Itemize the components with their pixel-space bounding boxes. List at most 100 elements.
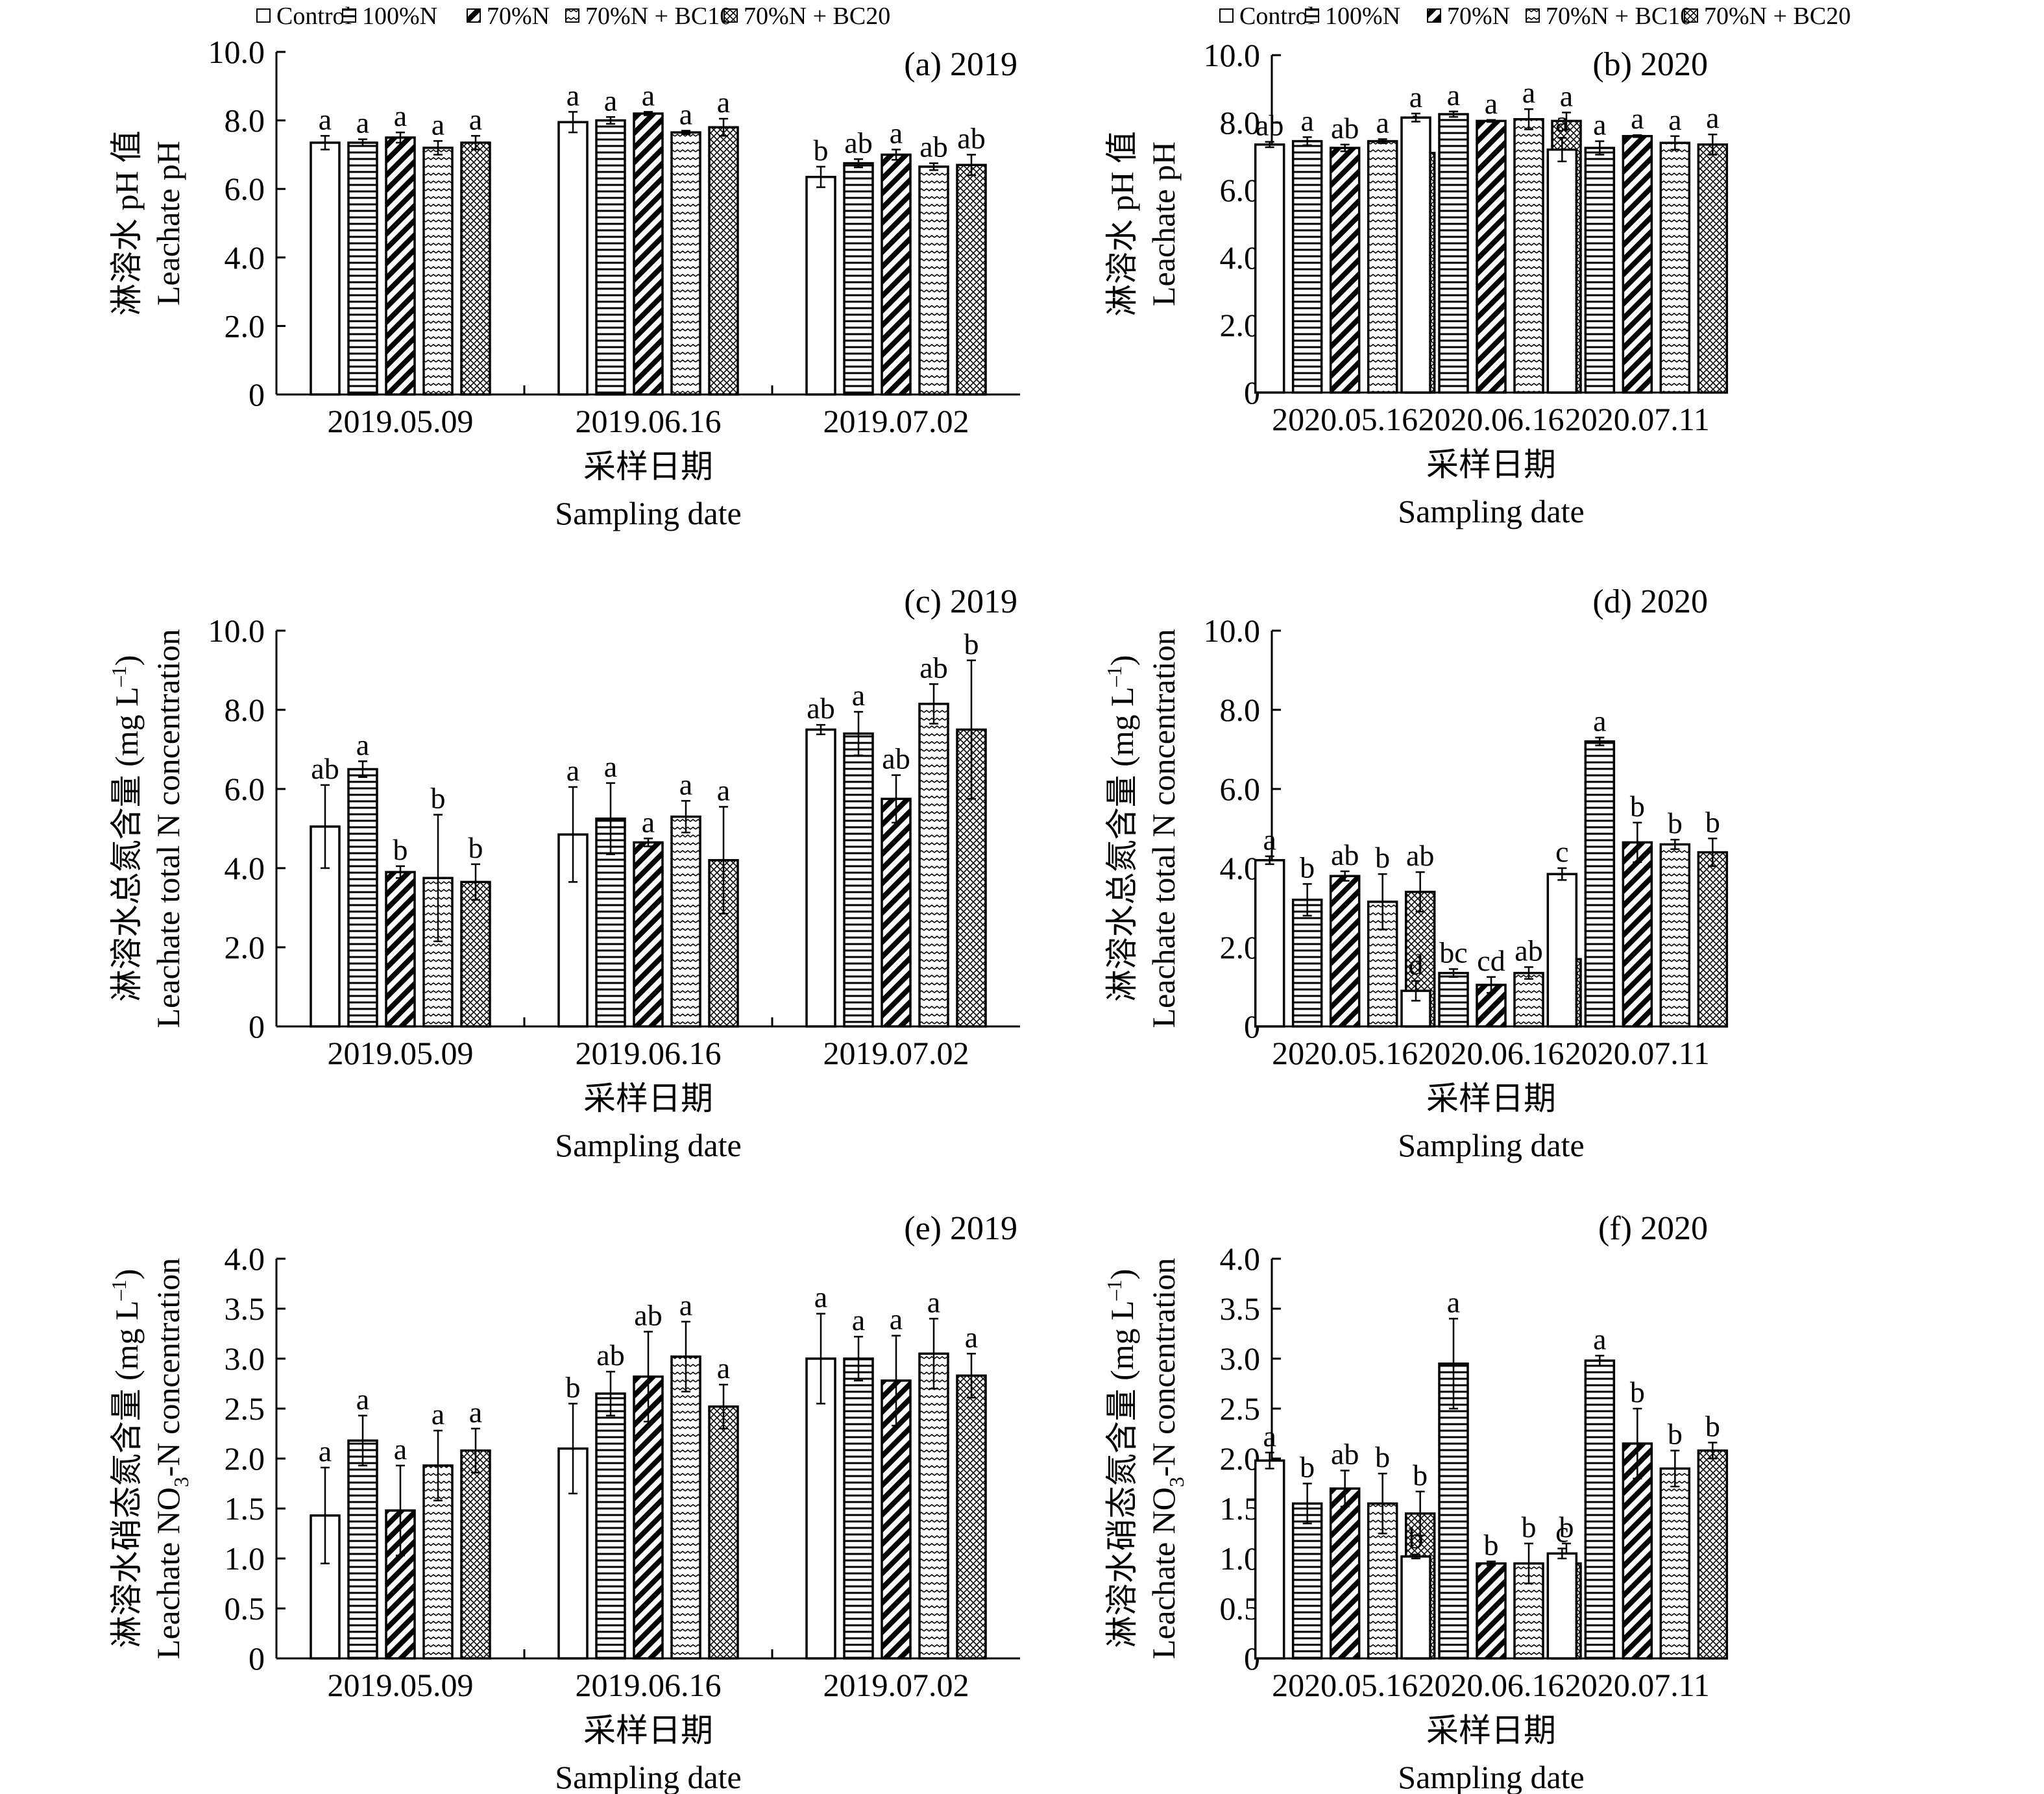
significance-letter: a (679, 97, 692, 130)
bar-70-n-bc10 (1659, 1467, 1691, 1660)
bar-70-n-bc20 (1697, 851, 1729, 1028)
significance-letter: a (604, 750, 617, 783)
significance-letter: a (1522, 76, 1535, 109)
significance-letter: a (965, 1320, 978, 1353)
significance-letter: b (393, 833, 408, 866)
significance-letter: a (1300, 104, 1313, 137)
y-tick-label: 8.0 (225, 103, 265, 139)
y-tick-label: 8.0 (1220, 104, 1261, 141)
y-tick-label: 0 (249, 1008, 265, 1045)
bar-70-n (881, 153, 912, 396)
x-category-label: 2019.07.02 (823, 1667, 969, 1703)
bar-70-n (1622, 841, 1653, 1028)
bar-control (1254, 143, 1285, 394)
legend-label-1: 100%N (1325, 3, 1400, 30)
y-axis-title-en: Leachate total N concentration (150, 629, 186, 1028)
x-category-label: 2020.06.16 (1418, 1035, 1564, 1071)
bar-70-n-bc10 (1659, 843, 1691, 1028)
panel-title: (b) 2020 (1592, 46, 1708, 83)
x-category-label: 2020.06.16 (1418, 401, 1564, 437)
legend-swatch-2 (1427, 8, 1441, 23)
y-axis-title-en-part: -N concentration (150, 1258, 186, 1477)
x-axis-title-en: Sampling date (1398, 1759, 1584, 1794)
bar-100-n (1291, 899, 1323, 1028)
bar-control (1400, 116, 1431, 394)
legend-label-0: Control (1239, 3, 1315, 30)
y-axis-title-en-part: Leachate NO (150, 1487, 186, 1659)
bar-100-n (1438, 113, 1469, 394)
x-axis-title-en: Sampling date (1398, 493, 1584, 529)
significance-letter: b (1705, 805, 1720, 838)
significance-letter: a (1409, 80, 1422, 114)
significance-letter: ab (1406, 839, 1434, 872)
y-axis-title-en: Leachate NO3-N concentration (1145, 1258, 1188, 1659)
y-axis-title-en: Leachate pH (150, 141, 186, 306)
bar-70-n-bc20 (1697, 1449, 1729, 1660)
bar-70-n-bc10 (1513, 971, 1544, 1028)
y-tick-label: 6.0 (1220, 172, 1261, 208)
significance-letter: a (432, 1398, 444, 1431)
legend-label-4: 70%N + BC20 (744, 3, 890, 30)
significance-letter: a (394, 1433, 407, 1466)
significance-letter: b (1375, 1440, 1390, 1473)
legend-label-3: 70%N + BC10 (585, 3, 732, 30)
significance-letter: b (1522, 1510, 1537, 1544)
y-tick-label: 3.5 (1220, 1291, 1261, 1327)
y-tick-label: 3.0 (225, 1340, 265, 1377)
bar-70-n (1329, 875, 1361, 1028)
y-axis-unit-superscript: –1 (107, 666, 130, 687)
bar-70-n-bc20 (460, 1449, 491, 1660)
panel-b-chart: 02.04.06.08.010.02020.05.16abaabab2020.0… (1104, 37, 1729, 529)
bar-70-n-bc10 (670, 1355, 701, 1660)
legend-swatch-1 (1305, 8, 1319, 23)
legend-label-0: Control (276, 3, 352, 30)
bar-control (1254, 859, 1285, 1028)
y-tick-label: 8.0 (225, 692, 265, 728)
significance-letter: a (1593, 108, 1606, 141)
y-tick-label: 2.0 (1220, 307, 1261, 343)
significance-letter: a (394, 99, 407, 132)
bar-100-n (843, 1357, 874, 1660)
bar-100-n (1584, 740, 1616, 1028)
bar-70-n-bc20 (708, 1405, 739, 1660)
significance-letter: a (604, 84, 617, 117)
significance-letter: b (1375, 841, 1390, 874)
y-tick-label: 6.0 (225, 171, 265, 207)
significance-letter: a (356, 1383, 369, 1416)
x-category-label: 2020.07.11 (1565, 401, 1710, 437)
y-tick-label: 2.0 (225, 929, 265, 965)
x-axis-title-cn: 采样日期 (1426, 446, 1556, 483)
bar-100-n (595, 818, 626, 1028)
significance-letter: a (927, 1285, 940, 1318)
legend-left: Control 100%N 70%N 70%N + BC10 70%N + BC20 (256, 3, 890, 30)
bar-70-n (1476, 119, 1507, 394)
significance-letter: a (469, 103, 482, 136)
y-axis-unit-close: ) (108, 655, 145, 666)
y-axis-title-en: Leachate NO3-N concentration (150, 1258, 193, 1659)
y-tick-label: 2.0 (1220, 929, 1261, 965)
bar-control (805, 175, 836, 396)
bar-100-n (595, 119, 626, 396)
bar-70-n-bc10 (918, 1352, 949, 1660)
significance-letter: a (717, 773, 730, 806)
significance-letter: a (679, 1289, 692, 1322)
bar-70-n-bc20 (1697, 143, 1729, 394)
bar-70-n (633, 112, 664, 396)
bar-control (557, 121, 589, 396)
x-axis-title-cn: 采样日期 (1426, 1712, 1556, 1749)
x-category-label: 2019.05.09 (328, 1035, 474, 1071)
legend-label-2: 70%N (487, 3, 550, 30)
bar-70-n (881, 797, 912, 1028)
y-tick-label: 6.0 (1220, 771, 1261, 807)
y-axis-unit-close: ) (1104, 1269, 1140, 1280)
bar-70-n (1329, 1487, 1361, 1660)
significance-letter: a (566, 79, 579, 112)
bar-100-n (347, 1439, 378, 1660)
significance-letter: a (1447, 1285, 1460, 1318)
x-axis-title-en: Sampling date (555, 1759, 741, 1794)
x-axis-title-en: Sampling date (555, 495, 741, 531)
y-tick-label: 4.0 (225, 1241, 265, 1277)
bar-70-n-bc20 (956, 164, 987, 396)
